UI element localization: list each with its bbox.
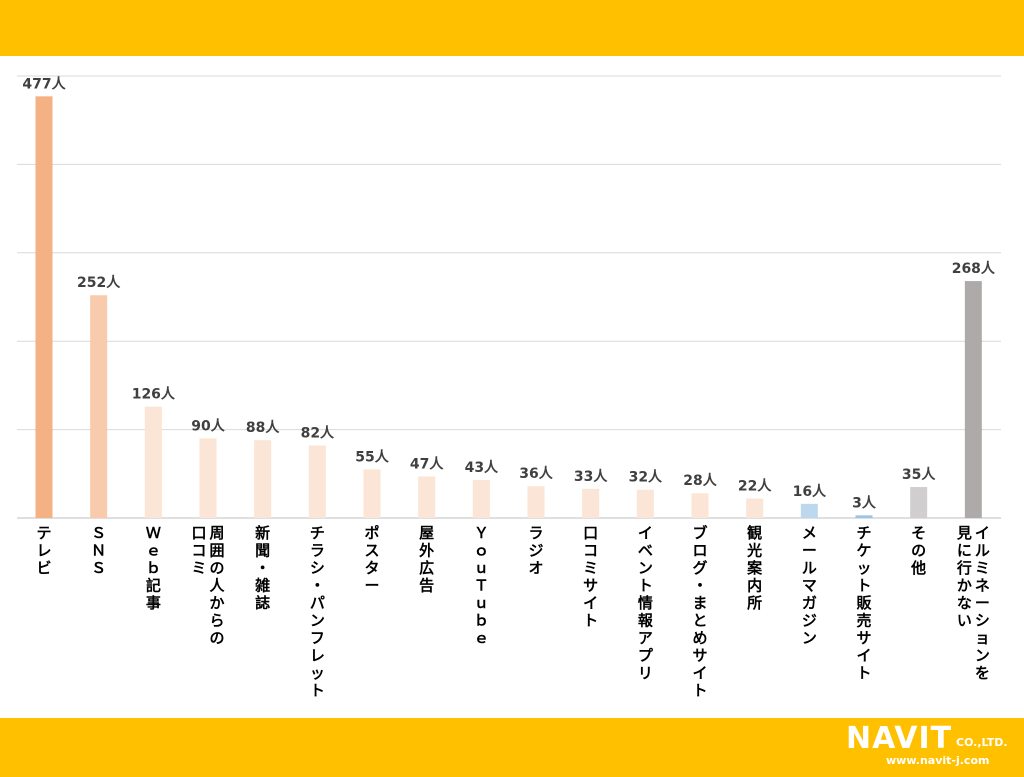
category-label: ポスター bbox=[364, 524, 379, 595]
bar bbox=[964, 281, 982, 518]
category-label: 屋外広告 bbox=[418, 524, 434, 595]
value-label: 126人 bbox=[132, 386, 176, 403]
category-label-column: 周囲の人からの bbox=[209, 524, 225, 647]
category-label: 口コミサイト bbox=[583, 524, 598, 630]
value-label: 32人 bbox=[629, 469, 663, 486]
category-label: チラシ・パンフレット bbox=[310, 524, 325, 700]
value-label: 268人 bbox=[952, 260, 996, 277]
value-label: 47人 bbox=[410, 455, 444, 472]
bar bbox=[418, 476, 436, 518]
category-label-column: チケット販売サイト bbox=[856, 524, 872, 682]
value-label: 82人 bbox=[301, 425, 335, 442]
value-label: 55人 bbox=[355, 448, 389, 465]
bar bbox=[800, 503, 818, 518]
category-label-column: 新聞・雑誌 bbox=[254, 524, 270, 612]
category-label: Ｗｅｂ記事 bbox=[146, 524, 161, 612]
value-label: 28人 bbox=[683, 472, 717, 489]
category-label: イベント情報アプリ bbox=[638, 524, 654, 682]
category-label-column: テレビ bbox=[36, 524, 51, 577]
bar bbox=[199, 438, 217, 518]
value-label: 477人 bbox=[22, 75, 66, 92]
value-label: 22人 bbox=[738, 478, 772, 495]
category-label-column: ＳＮＳ bbox=[91, 524, 106, 577]
bar bbox=[636, 489, 654, 518]
category-label-column: 口コミ bbox=[191, 524, 206, 577]
bar bbox=[855, 515, 873, 518]
value-label: 43人 bbox=[465, 459, 499, 476]
category-label-column: ラジオ bbox=[528, 524, 543, 577]
category-label: その他 bbox=[910, 524, 926, 577]
category-label-column: ポスター bbox=[364, 524, 379, 595]
navit-logo: NAVIT CO.,LTD. www.navit-j.com bbox=[846, 722, 1018, 772]
value-labels: 477人 252人 126人 90人 88人 82人 55人 47人 43人 36人 33人 32人 2… bbox=[22, 75, 996, 511]
category-label: ラジオ bbox=[528, 524, 543, 577]
bar bbox=[363, 469, 381, 518]
bar bbox=[746, 498, 764, 518]
value-label: 90人 bbox=[191, 417, 225, 434]
logo-text: NAVIT bbox=[846, 721, 953, 756]
category-label-column: 見に行かない bbox=[956, 524, 972, 630]
value-label: 16人 bbox=[793, 483, 827, 500]
category-label-column: イベント情報アプリ bbox=[638, 524, 654, 682]
bottom-banner bbox=[0, 718, 1024, 777]
category-label: ブログ・まとめサイト bbox=[692, 524, 707, 700]
value-label: 3人 bbox=[852, 494, 877, 511]
category-label-column: 屋外広告 bbox=[418, 524, 434, 595]
bar bbox=[90, 295, 108, 518]
value-label: 252人 bbox=[77, 274, 121, 291]
category-label: チケット販売サイト bbox=[856, 524, 872, 682]
bar bbox=[691, 493, 709, 518]
category-label-column: メールマガジン bbox=[802, 524, 817, 647]
category-label-column: チラシ・パンフレット bbox=[310, 524, 325, 700]
bar bbox=[144, 406, 162, 518]
category-label: 新聞・雑誌 bbox=[254, 524, 270, 612]
bar-chart: 477人 252人 126人 90人 88人 82人 55人 47人 43人 36人 33人 32人 2… bbox=[17, 75, 1001, 700]
category-label: 観光案内所 bbox=[746, 524, 763, 612]
category-label-column: イルミネーションを bbox=[975, 524, 990, 682]
category-label-column: ブログ・まとめサイト bbox=[692, 524, 707, 700]
value-label: 88人 bbox=[246, 419, 280, 436]
bar bbox=[308, 445, 326, 518]
value-label: 35人 bbox=[902, 466, 936, 483]
category-label: メールマガジン bbox=[802, 524, 817, 647]
bars bbox=[35, 96, 982, 518]
bar bbox=[527, 486, 545, 518]
category-label-column: 観光案内所 bbox=[746, 524, 763, 612]
category-label-column: 口コミサイト bbox=[583, 524, 598, 630]
logo-company-suffix: CO.,LTD. bbox=[956, 736, 1008, 749]
bar bbox=[35, 96, 53, 518]
bar bbox=[472, 479, 490, 518]
top-banner bbox=[0, 0, 1024, 56]
category-label: テレビ bbox=[36, 524, 51, 577]
category-label: ＳＮＳ bbox=[91, 524, 106, 577]
bar bbox=[582, 488, 600, 518]
category-label-column: ＹｏｕＴｕｂｅ bbox=[474, 524, 489, 647]
gridlines bbox=[17, 75, 1001, 519]
value-label: 33人 bbox=[574, 468, 608, 485]
logo-url: www.navit-j.com bbox=[886, 754, 990, 767]
category-label-column: その他 bbox=[910, 524, 926, 577]
category-label: ＹｏｕＴｕｂｅ bbox=[474, 524, 489, 647]
bar bbox=[254, 440, 272, 518]
bar bbox=[910, 487, 928, 518]
category-label-column: Ｗｅｂ記事 bbox=[146, 524, 161, 612]
value-label: 36人 bbox=[519, 465, 553, 482]
